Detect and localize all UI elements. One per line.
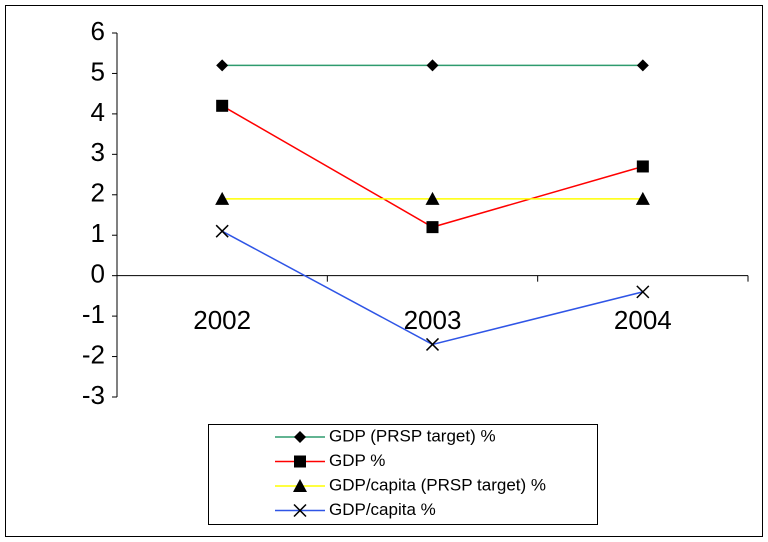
legend-box <box>208 424 598 525</box>
data-point <box>216 99 229 112</box>
data-point <box>425 337 440 351</box>
data-point <box>215 191 230 205</box>
y-tick-label: -3 <box>82 380 105 410</box>
legend-marker <box>294 431 306 443</box>
y-tick-label: 4 <box>91 97 105 127</box>
y-tick-label: -1 <box>82 299 105 329</box>
data-point <box>215 224 229 238</box>
data-point <box>636 285 650 299</box>
data-point <box>426 59 439 72</box>
legend-marker <box>293 503 307 518</box>
data-point <box>636 59 649 72</box>
data-point <box>426 221 439 234</box>
data-point <box>425 191 440 205</box>
legend-marker <box>294 455 306 468</box>
legend-label: GDP (PRSP target) % <box>329 426 496 445</box>
data-point <box>635 191 650 205</box>
y-tick-label: 6 <box>91 16 105 46</box>
x-tick-label: 2002 <box>193 305 251 335</box>
y-tick-label: 1 <box>91 218 105 248</box>
y-tick-label: -2 <box>82 339 105 369</box>
x-tick-label: 2004 <box>614 305 672 335</box>
y-tick-label: 3 <box>91 137 105 167</box>
legend-label: GDP/capita (PRSP target) % <box>329 475 546 494</box>
y-tick-label: 0 <box>91 259 105 289</box>
y-tick-label: 2 <box>91 178 105 208</box>
x-tick-label: 2003 <box>404 305 462 335</box>
y-tick-label: 5 <box>91 56 105 86</box>
legend-label: GDP/capita % <box>329 500 436 519</box>
data-point <box>216 59 229 72</box>
legend-marker <box>293 479 307 492</box>
legend-label: GDP % <box>329 451 385 470</box>
data-point <box>636 160 649 173</box>
